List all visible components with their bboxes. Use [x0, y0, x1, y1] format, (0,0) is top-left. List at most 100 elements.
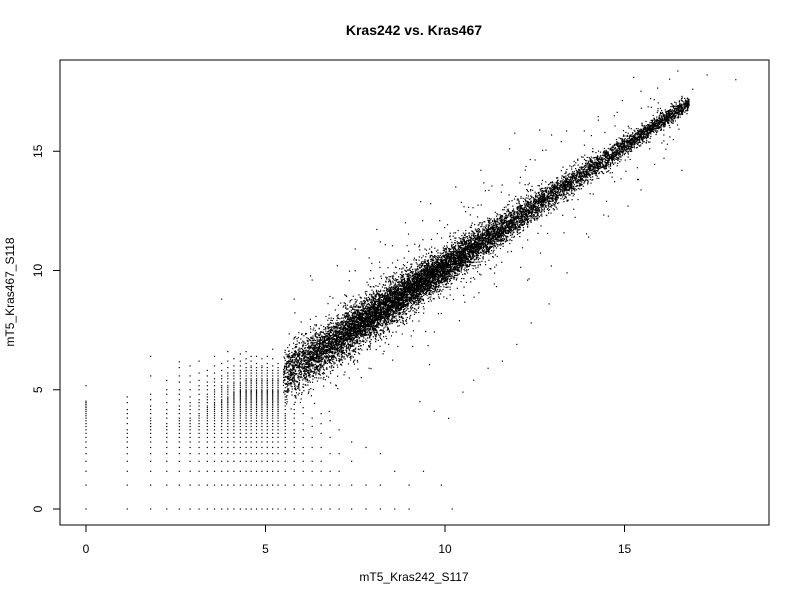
data-point [652, 114, 654, 117]
data-point [233, 432, 235, 434]
data-point [150, 429, 152, 431]
data-point [369, 327, 371, 330]
data-point [277, 432, 279, 434]
data-point [558, 202, 560, 204]
data-point [239, 508, 241, 510]
data-point [581, 181, 583, 183]
data-point [221, 429, 223, 431]
data-point [272, 432, 274, 434]
data-point [371, 303, 373, 305]
data-point [418, 311, 420, 314]
data-point [294, 350, 296, 352]
data-point [490, 246, 493, 248]
data-point [198, 446, 200, 449]
data-point [420, 297, 422, 300]
data-point [388, 295, 390, 297]
data-point [150, 408, 152, 411]
data-point [189, 417, 191, 419]
data-point [245, 392, 247, 394]
data-point [245, 425, 247, 428]
data-point [587, 168, 589, 171]
data-point [595, 166, 597, 168]
data-point [333, 328, 335, 330]
data-point [614, 158, 616, 160]
data-point [369, 298, 371, 300]
data-point [408, 282, 410, 284]
data-point [488, 241, 490, 243]
data-point [314, 354, 316, 356]
data-point [537, 199, 540, 201]
data-point [512, 228, 515, 230]
data-point [449, 279, 451, 282]
data-point [335, 385, 337, 387]
data-point [624, 152, 626, 154]
data-point [309, 373, 311, 376]
data-point [649, 124, 651, 126]
data-point [261, 441, 263, 443]
data-point [328, 340, 330, 342]
data-point [620, 159, 622, 161]
data-point [299, 377, 301, 379]
data-point [506, 238, 508, 241]
data-point [272, 410, 274, 413]
data-point [198, 417, 200, 419]
data-point [300, 361, 302, 364]
data-point [227, 484, 229, 486]
data-point [583, 144, 586, 146]
data-point [516, 224, 519, 226]
data-point [683, 105, 685, 107]
data-point [239, 392, 241, 394]
data-point [615, 152, 617, 154]
data-point [354, 248, 356, 250]
data-point [633, 137, 635, 140]
data-point [668, 113, 670, 115]
data-point [245, 436, 247, 439]
data-point [330, 372, 332, 375]
data-point [530, 188, 532, 191]
data-point [439, 280, 441, 282]
data-point [272, 460, 274, 462]
data-point [379, 508, 381, 510]
data-point [284, 446, 286, 449]
data-point [492, 224, 494, 226]
data-point [353, 309, 356, 311]
data-point [213, 441, 216, 443]
data-point [348, 348, 350, 351]
data-point [435, 250, 438, 252]
data-point [367, 299, 369, 301]
data-point [321, 364, 323, 366]
data-point [470, 236, 472, 238]
data-point [85, 453, 87, 455]
data-point [333, 355, 335, 357]
data-point [618, 154, 620, 156]
data-point [316, 339, 318, 341]
data-point [623, 154, 626, 156]
data-point [421, 263, 423, 265]
data-point [277, 417, 279, 419]
data-point [356, 327, 358, 329]
data-point [573, 187, 575, 189]
data-point [586, 173, 589, 175]
data-point [411, 291, 414, 293]
data-point [529, 220, 531, 222]
data-point [549, 197, 551, 199]
data-point [311, 342, 313, 344]
data-point [393, 289, 396, 291]
data-point [233, 407, 235, 409]
data-point [206, 389, 208, 391]
data-point [126, 423, 128, 425]
data-point [536, 217, 538, 220]
data-point [306, 370, 308, 372]
data-point [206, 425, 208, 428]
data-point [239, 375, 241, 377]
data-point [657, 127, 660, 129]
data-point [266, 396, 268, 398]
data-point [649, 122, 651, 124]
data-point [521, 224, 523, 227]
data-point [387, 305, 389, 307]
data-point [344, 346, 346, 348]
data-point [373, 298, 375, 300]
data-point [606, 165, 608, 167]
data-point [305, 380, 307, 382]
data-point [518, 203, 520, 205]
